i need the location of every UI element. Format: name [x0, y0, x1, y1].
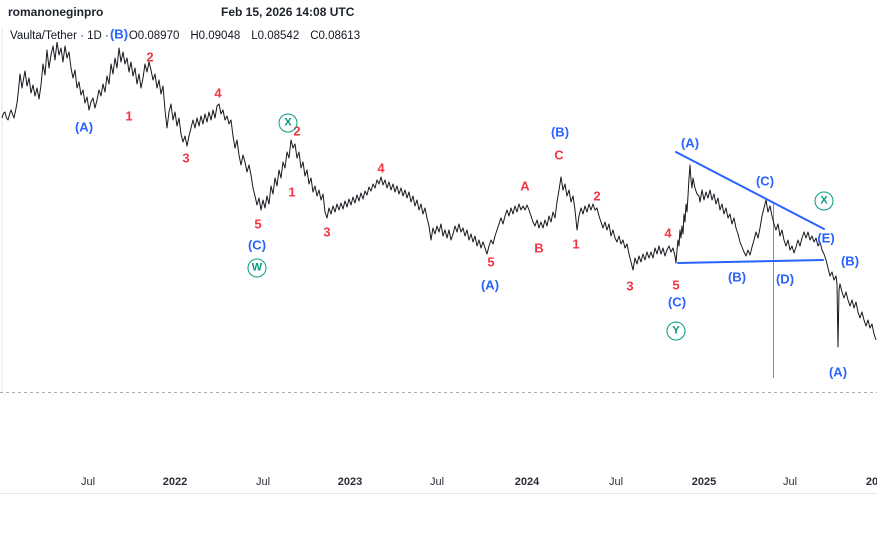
time-axis-label-2022: 2022 — [162, 476, 188, 488]
wave-label-red-4[interactable]: 4 — [214, 85, 222, 101]
trendline-1[interactable] — [675, 151, 825, 230]
wave-label-blue-C[interactable]: (C) — [247, 237, 267, 253]
wave-label-red-2[interactable]: 2 — [293, 123, 301, 139]
symbol-title[interactable]: Vaulta/Tether · 1D · — [9, 30, 110, 42]
wave-label-red-5[interactable]: 5 — [487, 254, 495, 270]
wave-label-red-1[interactable]: 1 — [125, 108, 133, 124]
wave-label-red-2[interactable]: 2 — [593, 188, 601, 204]
time-axis-label-2025: 2025 — [691, 476, 717, 488]
wave-label-circled-X[interactable]: X — [814, 191, 834, 211]
wave-label-red-4[interactable]: 4 — [377, 160, 385, 176]
wave-label-red-2[interactable]: 2 — [146, 49, 154, 65]
wave-label-circled-W[interactable]: W — [247, 258, 267, 278]
time-axis-label-Jul: Jul — [429, 476, 445, 488]
time-axis-label-2024: 2024 — [514, 476, 540, 488]
wave-label-red-4[interactable]: 4 — [664, 225, 672, 241]
top-header-bar: romanoneginpro Feb 15, 2026 14:08 UTC — [0, 0, 877, 28]
wave-label-blue-A[interactable]: (A) — [74, 119, 94, 135]
wave-label-red-B[interactable]: B — [534, 240, 544, 256]
wave-label-blue-A[interactable]: (A) — [828, 364, 848, 380]
time-axis-label-2023: 2023 — [337, 476, 363, 488]
wave-label-red-5[interactable]: 5 — [672, 277, 680, 293]
wave-label-red-1[interactable]: 1 — [288, 184, 296, 200]
time-axis-label-20: 20 — [865, 476, 877, 488]
wave-label-blue-B[interactable]: (B) — [840, 253, 860, 269]
time-axis-label-Jul: Jul — [255, 476, 271, 488]
wave-label-blue-B[interactable]: (B) — [550, 124, 570, 140]
time-axis-label-Jul: Jul — [80, 476, 96, 488]
wave-label-blue-B[interactable]: (B) — [109, 26, 129, 42]
wave-label-blue-D[interactable]: (D) — [775, 271, 795, 287]
wave-label-blue-A[interactable]: (A) — [680, 135, 700, 151]
ohlc-low: L0.08542 — [250, 30, 301, 42]
trendline-2[interactable] — [677, 259, 824, 264]
wave-label-red-3[interactable]: 3 — [626, 278, 634, 294]
wave-label-blue-B[interactable]: (B) — [727, 269, 747, 285]
wave-label-red-1[interactable]: 1 — [572, 236, 580, 252]
datetime-label: Feb 15, 2026 14:08 UTC — [221, 5, 355, 19]
time-axis-label-Jul: Jul — [608, 476, 624, 488]
ohlc-high: H0.09048 — [189, 30, 242, 42]
wave-label-red-3[interactable]: 3 — [182, 150, 190, 166]
wave-label-blue-C[interactable]: (C) — [667, 294, 687, 310]
wave-label-red-A[interactable]: A — [520, 178, 530, 194]
price-line[interactable] — [1, 41, 877, 348]
chart-legend[interactable]: Vaulta/Tether · 1D · O0.08970 H0.09048 L… — [9, 30, 362, 42]
wave-label-blue-A[interactable]: (A) — [480, 277, 500, 293]
wave-label-circled-X[interactable]: X — [278, 113, 298, 133]
ohlc-open: O0.08970 — [127, 30, 181, 42]
wave-label-circled-Y[interactable]: Y — [666, 321, 686, 341]
wave-label-blue-E[interactable]: (E) — [817, 230, 835, 246]
wave-label-blue-C[interactable]: (C) — [755, 173, 775, 189]
wave-label-red-C[interactable]: C — [554, 147, 564, 163]
wave-label-red-5[interactable]: 5 — [254, 216, 262, 232]
ohlc-close: C0.08613 — [309, 30, 362, 42]
wave-label-red-3[interactable]: 3 — [323, 224, 331, 240]
time-axis-label-Jul: Jul — [782, 476, 798, 488]
account-name: romanoneginpro — [8, 5, 104, 19]
